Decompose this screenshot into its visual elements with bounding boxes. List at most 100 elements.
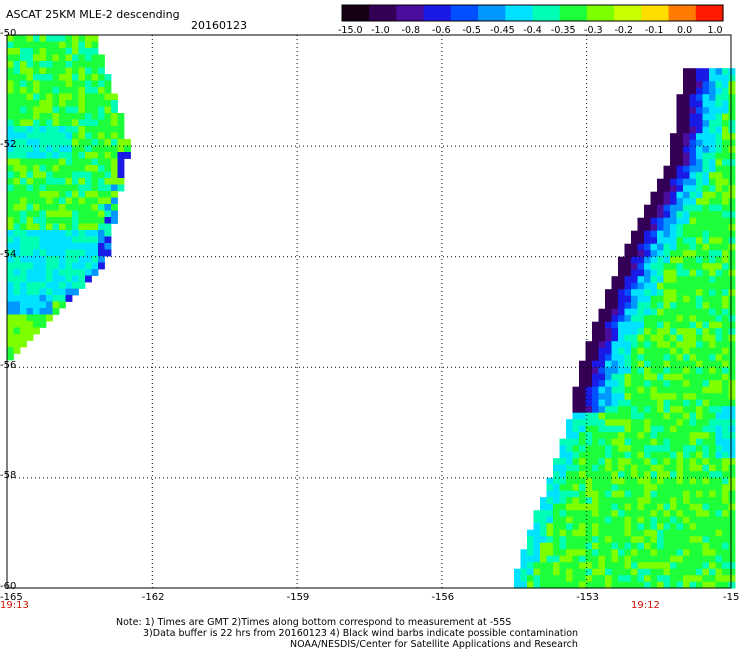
swath-cell [91,223,99,231]
swath-cell [78,145,86,153]
swath-cell [657,230,664,238]
swath-cell [722,542,729,550]
swath-cell [624,386,632,394]
swath-cell [663,568,671,576]
swath-cell [702,581,710,589]
swath-cell [670,380,677,388]
swath-cell [592,373,599,381]
swath-cell [702,224,710,232]
swath-cell [728,211,736,219]
swath-cell [59,249,66,257]
swath-cell [33,223,40,231]
swath-cell [579,575,586,583]
swath-cell [559,536,567,544]
swath-cell [91,230,99,237]
swath-cell [644,412,651,420]
swath-cell [663,315,671,323]
swath-cell [85,262,92,270]
swath-cell [696,542,703,550]
swath-cell [663,516,671,524]
swath-cell [696,373,703,381]
swath-cell [663,451,671,459]
swath-cell [59,139,66,146]
swath-cell [709,328,716,336]
swath-cell [722,458,729,466]
swath-cell [683,87,690,95]
swath-cell [52,54,60,62]
swath-cell [572,562,580,570]
swath-cell [13,145,21,153]
swath-cell [540,581,547,589]
swath-cell [104,74,112,81]
swath-cell [663,497,671,505]
swath-cell [631,477,638,485]
swath-cell [605,523,612,531]
colorbar-segment [586,5,615,21]
swath-cell [624,419,632,427]
swath-cell [728,178,736,186]
swath-cell [663,165,671,173]
colorbar-frame [341,4,724,22]
swath-cell [709,373,716,381]
swath-cell [104,243,112,250]
swath-cell [702,542,710,550]
swath-cell [78,126,86,133]
swath-cell [676,250,684,258]
swath-cell [702,126,710,134]
swath-cell [572,568,580,576]
swath-cell [85,197,92,205]
swath-cell [26,35,34,42]
swath-cell [72,113,79,120]
swath-cell [98,139,105,146]
swath-cell [98,217,105,224]
swath-cell [722,250,729,258]
swath-cell [722,243,729,251]
swath-cell [644,399,651,407]
swath-cell [637,263,645,271]
swath-cell [85,132,92,140]
swath-cell [59,171,66,179]
swath-cell [683,347,690,355]
swath-cell [650,367,658,375]
swath-cell [117,119,125,127]
swath-cell [657,484,664,492]
swath-cell [696,471,703,479]
swath-cell [689,393,697,401]
swath-cell [657,217,664,225]
swath-cell [683,250,690,258]
swath-cell [98,249,105,257]
swath-cell [605,419,612,427]
swath-cell [26,119,34,127]
swath-cell [566,575,573,583]
swath-cell [650,412,658,420]
swath-cell [598,497,606,505]
swath-cell [709,211,716,219]
swath-cell [20,217,27,224]
swath-cell [624,568,632,576]
swath-cell [26,204,34,211]
swath-cell [663,581,671,589]
swath-cell [7,282,14,289]
swath-cell [709,354,716,362]
swath-cell [618,490,625,498]
lat-tick-label: -58 [0,470,17,482]
swath-cell [683,542,690,550]
swath-cell [683,315,690,323]
swath-cell [637,581,645,589]
swath-cell [715,165,723,173]
swath-cell [683,172,690,180]
swath-cell [98,256,105,263]
swath-cell [598,445,606,453]
swath-cell [702,458,710,466]
swath-cell [91,113,99,120]
swath-cell [663,185,671,193]
swath-cell [13,106,21,114]
swath-cell [585,451,593,459]
swath-cell [46,243,53,250]
swath-cell [65,204,73,211]
swath-cell [722,263,729,271]
swath-cell [670,464,677,472]
swath-cell [624,523,632,531]
swath-cell [689,172,697,180]
swath-cell [644,243,651,251]
